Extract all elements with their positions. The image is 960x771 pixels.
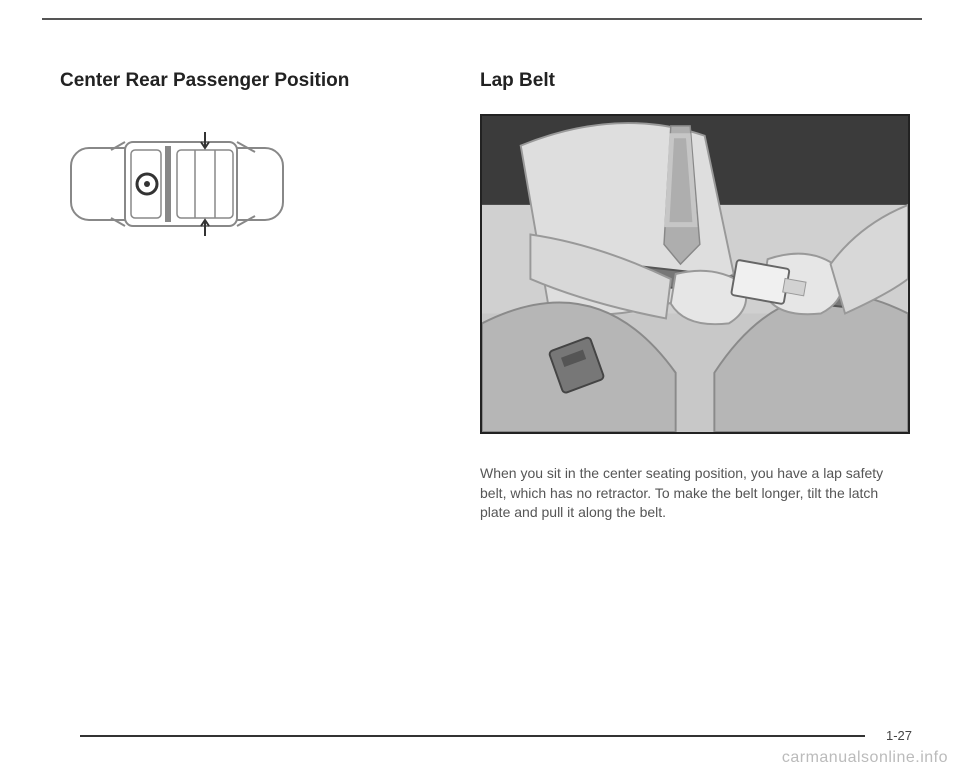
car-top-diagram <box>65 114 295 254</box>
watermark: carmanualsonline.info <box>782 749 948 767</box>
main-content: Center Rear Passenger Position <box>60 70 910 523</box>
right-column: Lap Belt <box>480 70 910 523</box>
left-column: Center Rear Passenger Position <box>60 70 420 523</box>
page-number: 1-27 <box>886 728 912 743</box>
left-heading: Center Rear Passenger Position <box>60 70 420 92</box>
body-paragraph: When you sit in the center seating posit… <box>480 464 910 523</box>
bottom-rule <box>80 735 865 737</box>
top-rule <box>42 18 922 20</box>
lap-belt-illustration <box>480 114 910 434</box>
right-heading: Lap Belt <box>480 70 910 92</box>
